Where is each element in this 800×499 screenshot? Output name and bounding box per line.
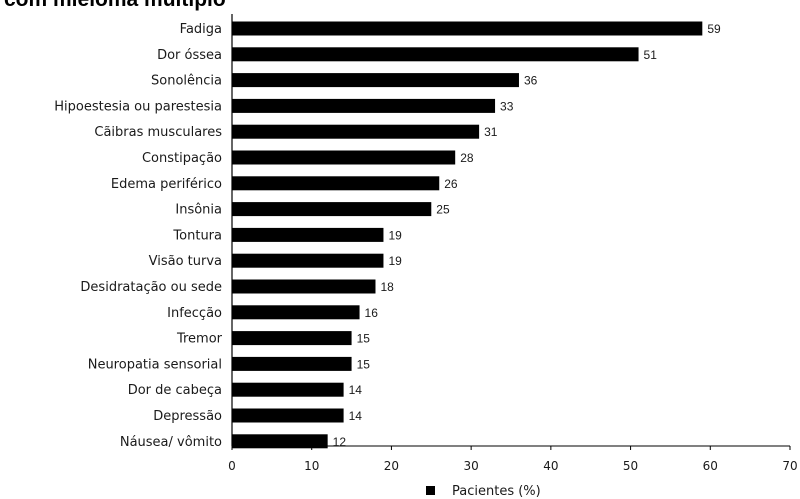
legend-label: Pacientes (%): [452, 484, 541, 499]
bar: [232, 331, 352, 346]
x-tick-label: 70: [782, 459, 797, 473]
category-label: Sonolência: [151, 74, 222, 89]
bar: [232, 150, 456, 165]
category-label: Hipoestesia ou parestesia: [54, 99, 222, 114]
category-label: Edema periférico: [111, 177, 222, 192]
category-label: Dor de cabeça: [128, 383, 222, 398]
bar: [232, 434, 328, 449]
x-tick-label: 60: [703, 459, 718, 473]
bar-value-label: 15: [357, 332, 371, 346]
category-label: Infecção: [167, 306, 222, 321]
category-label: Tontura: [172, 228, 222, 243]
bar: [232, 408, 344, 423]
category-label: Fadiga: [180, 22, 222, 37]
x-tick-label: 50: [623, 459, 638, 473]
bar: [232, 124, 480, 139]
bar-value-label: 25: [436, 203, 450, 217]
chart-title: com mieloma múltiplo: [4, 0, 226, 12]
x-tick-label: 20: [384, 459, 399, 473]
bar-value-label: 15: [357, 357, 371, 371]
bar-value-label: 19: [388, 228, 402, 242]
category-label: Cãibras musculares: [94, 125, 222, 140]
bar: [232, 202, 432, 217]
bar-value-label: 12: [333, 435, 347, 449]
x-tick-label: 40: [543, 459, 558, 473]
category-label: Desidratação ou sede: [80, 280, 222, 295]
category-label: Constipação: [142, 151, 222, 166]
bar-value-label: 26: [444, 177, 458, 191]
bar-value-label: 14: [349, 383, 363, 397]
bars-group: Fadiga 59 Dor óssea 51 Sonolência 36 Hipoestes…: [54, 21, 721, 450]
category-label: Depressão: [153, 409, 222, 424]
bar: [232, 73, 519, 88]
bar: [232, 382, 344, 397]
bar: [232, 47, 639, 62]
bar-value-label: 51: [644, 48, 658, 62]
bar: [232, 305, 360, 320]
x-axis-ticks: 0 10 20 30 40 50 60 70: [228, 446, 798, 473]
x-tick-label: 30: [464, 459, 479, 473]
category-label: Dor óssea: [157, 48, 222, 63]
bar-value-label: 14: [349, 409, 363, 423]
bar-value-label: 31: [484, 125, 498, 139]
bar-value-label: 19: [388, 254, 402, 268]
bar-value-label: 36: [524, 74, 538, 88]
bar: [232, 279, 376, 294]
category-label: Tremor: [176, 332, 223, 347]
bar-value-label: 33: [500, 99, 514, 113]
bar-value-label: 28: [460, 151, 474, 165]
category-label: Visão turva: [149, 254, 222, 269]
bar: [232, 253, 384, 268]
bar: [232, 176, 440, 191]
x-tick-label: 10: [304, 459, 319, 473]
legend-swatch: [426, 486, 435, 495]
legend: Pacientes (%): [426, 484, 541, 499]
bar-value-label: 16: [365, 306, 379, 320]
bar: [232, 21, 703, 36]
bar: [232, 227, 384, 242]
bar-value-label: 18: [380, 280, 394, 294]
category-label: Náusea/ vômito: [120, 435, 222, 450]
category-label: Neuropatia sensorial: [88, 357, 222, 372]
bar: [232, 98, 496, 113]
x-tick-label: 0: [228, 459, 236, 473]
bar: [232, 356, 352, 371]
bar-value-label: 59: [707, 22, 721, 36]
category-label: Insônia: [175, 203, 222, 218]
